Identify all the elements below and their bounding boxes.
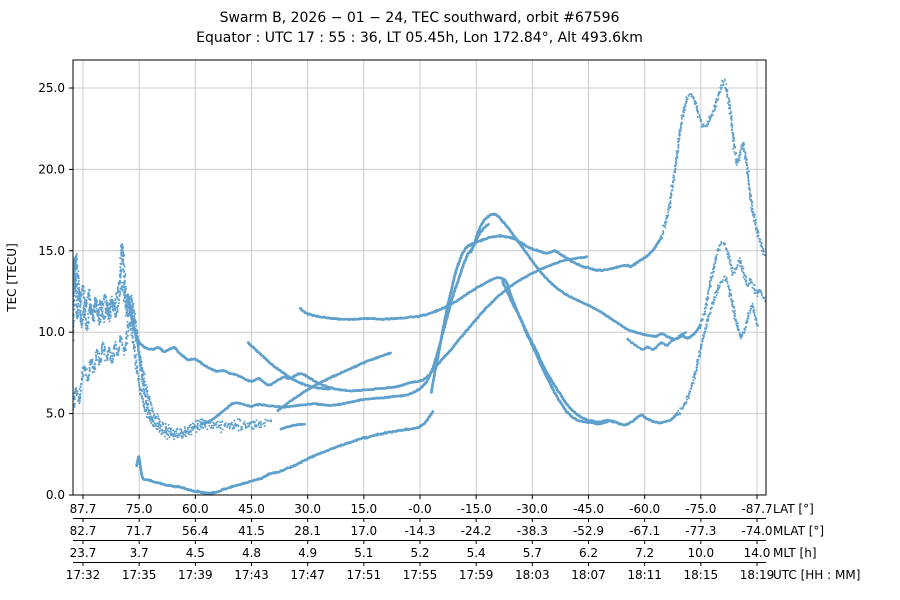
- x-axis-row-title: UTC [HH : MM]: [773, 568, 860, 582]
- chart-subtitle: Equator : UTC 17 : 55 : 36, LT 05.45h, L…: [196, 30, 643, 47]
- x-axis-row-title: MLT [h]: [773, 546, 817, 560]
- chart-title-block: Swarm B, 2026 − 01 − 24, TEC southward, …: [73, 8, 766, 49]
- x-axis-row-title: LAT [°]: [773, 502, 814, 516]
- chart-title: Swarm B, 2026 − 01 − 24, TEC southward, …: [219, 10, 620, 26]
- x-axis-row-title: MLAT [°]: [773, 524, 824, 538]
- y-axis-title: TEC [TECU]: [5, 243, 19, 313]
